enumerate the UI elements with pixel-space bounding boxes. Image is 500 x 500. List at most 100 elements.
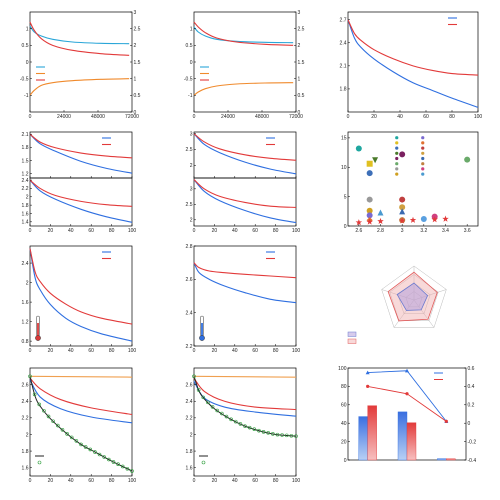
y-tick-label: 2.4 [22,178,29,184]
y-tick-label: 0 [344,458,347,464]
x-tick-label: 0 [29,348,32,354]
y-tick-label: -0.5 [20,76,29,82]
fitted-point [83,445,88,449]
fitted-point [93,450,97,454]
fitted-point [102,455,106,459]
scatter-point [366,160,373,167]
x-tick-label: 20 [371,114,377,120]
x-tick-label: 60 [252,228,258,234]
y-tick-label: 0 [298,110,301,116]
y-tick-label: 0 [344,224,347,230]
fitted-point [56,423,60,428]
radar-grid [381,265,447,328]
x-tick-label: 100 [128,348,137,354]
scatter-point [372,157,379,164]
series-line [193,133,297,175]
fitted-point [65,432,69,436]
series-line [193,21,294,46]
series-line [29,133,133,174]
x-tick-label: 3 [401,228,404,234]
bar [397,411,408,461]
fitted-point [107,457,111,462]
fitted-point [206,400,210,405]
x-tick-label: 40 [68,478,74,484]
fitted-point [28,374,32,379]
x-tick-label: 60 [423,114,429,120]
x-tick-label: 40 [232,348,238,354]
y-tick-label: 2.8 [186,244,193,250]
scatter-point [366,196,373,203]
y-tick-label: 0.2 [468,403,475,409]
scatter-point [399,196,406,203]
this-work-star [398,217,406,224]
legend-marker [421,146,425,150]
fitted-point [247,425,252,430]
fitted-point [289,433,294,438]
x-tick-label: 48000 [91,114,105,120]
legend-marker [395,162,399,166]
fitted-point [42,408,46,413]
y-tick-label: 2.4 [340,41,347,47]
x-tick-label: 0 [29,228,32,234]
y-tick-label: 1.6 [22,465,29,471]
fitted-point [284,433,289,438]
y-tick-label: 0.4 [468,384,475,390]
x-tick-label: 100 [474,114,483,120]
x-tick-label: 60 [88,348,94,354]
y-tick-label: 2 [26,195,29,201]
plot-frame [29,367,133,477]
x-tick-label: 72000 [125,114,139,120]
y-tick-label: 3 [190,187,193,193]
fitted-point [32,392,37,397]
y-tick-label: 100 [338,366,347,372]
x-tick-label: 60 [88,228,94,234]
x-tick-label: 40 [68,228,74,234]
y-tick-label: -0.4 [468,458,477,464]
thermometer-fill [37,323,39,336]
fitted-point [280,433,284,437]
x-tick-label: 24000 [57,114,71,120]
legend-swatch [347,338,357,344]
x-tick-label: 100 [292,478,301,484]
fitted-point [215,408,219,413]
y-tick-label: 1 [134,76,137,82]
fitted-point [97,452,102,457]
y-tick-label: 1.5 [134,60,141,66]
legend-swatch [37,460,42,465]
legend-marker [421,156,425,161]
y-tick-label: 1.8 [186,449,193,455]
y-tick-label: 2.2 [186,416,193,422]
fitted-point [252,427,257,431]
fitted-point [238,422,243,426]
x-tick-label: 24000 [221,114,235,120]
series-line [193,179,297,224]
y-tick-label: 2.4 [22,261,29,267]
legend-marker [421,136,425,140]
y-tick-label: 2 [190,432,193,438]
y-tick-label: 2.1 [340,64,347,70]
fitted-point [229,417,233,422]
legend-swatch [347,331,357,337]
x-tick-label: 2.6 [355,228,362,234]
y-tick-label: 60 [341,403,347,409]
y-tick-label: 2.5 [298,26,305,32]
y-tick-label: 1.8 [22,145,29,151]
legend-marker [421,167,425,171]
fitted-point [88,447,93,452]
plot-frame [193,11,297,113]
x-tick-label: 40 [397,114,403,120]
y-tick-label: 2.4 [186,399,193,405]
series-line [193,381,297,417]
legend-swatch [201,460,206,465]
fitted-point [261,430,266,434]
series-line [193,26,294,44]
y-tick-label: 1.8 [22,449,29,455]
y-tick-label: 1.8 [340,87,347,93]
legend-marker [395,141,399,145]
fitted-point [220,411,224,416]
fitted-point [116,462,120,467]
plot-frame [347,11,479,113]
x-tick-label: 80 [109,228,115,234]
legend-marker [395,146,399,150]
x-tick-label: 3.4 [442,228,449,234]
